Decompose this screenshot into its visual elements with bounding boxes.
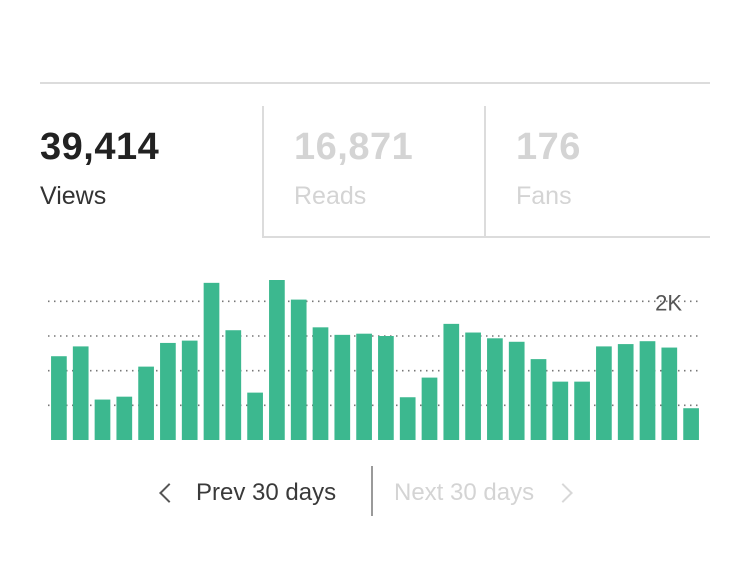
chart-bar[interactable] (617, 344, 634, 440)
pager-divider (371, 466, 373, 516)
chart-bar[interactable] (552, 381, 569, 440)
chart-bar[interactable] (138, 366, 154, 440)
y-tick-label: 2K (655, 290, 682, 315)
chart-bar[interactable] (181, 340, 198, 440)
chart-bar[interactable] (356, 333, 372, 440)
views-label: Views (40, 182, 107, 210)
chart-bar[interactable] (312, 327, 329, 440)
chart-bar[interactable] (421, 377, 438, 440)
next-30-days-button[interactable]: Next 30 days (394, 476, 573, 510)
chart-bar[interactable] (443, 323, 460, 440)
top-divider (40, 82, 710, 84)
chevron-right-icon (553, 483, 573, 503)
tab-views[interactable]: 39,414 Views (40, 106, 262, 238)
chart-bar[interactable] (51, 356, 67, 440)
views-chart: 2K (48, 280, 702, 442)
reads-count: 16,871 (294, 126, 414, 168)
chart-bar[interactable] (399, 397, 416, 440)
chevron-left-icon (159, 483, 179, 503)
chart-bar[interactable] (661, 347, 678, 440)
next-30-days-label: Next 30 days (394, 479, 535, 506)
chart-bar[interactable] (290, 299, 307, 440)
chart-bar[interactable] (334, 334, 351, 440)
chart-bar[interactable] (94, 399, 111, 440)
tab-reads[interactable]: 16,871 Reads (262, 106, 484, 238)
prev-30-days-label: Prev 30 days (196, 479, 337, 506)
stats-tabs: 39,414 Views 16,871 Reads 176 Fans (40, 106, 710, 240)
fans-count: 176 (516, 126, 581, 168)
reads-label: Reads (294, 182, 367, 210)
chart-bar[interactable] (160, 342, 176, 440)
chart-bar[interactable] (378, 336, 394, 440)
chart-bar[interactable] (487, 338, 503, 440)
chart-bar[interactable] (269, 280, 285, 440)
views-bar-chart: 2K (48, 280, 702, 440)
chart-bar[interactable] (683, 408, 699, 440)
chart-bar[interactable] (203, 282, 220, 440)
chart-bar[interactable] (574, 381, 590, 440)
chart-bar[interactable] (465, 332, 481, 440)
chart-bar[interactable] (508, 341, 525, 440)
chart-bar[interactable] (72, 346, 89, 440)
chart-bar[interactable] (247, 392, 263, 440)
prev-30-days-button[interactable]: Prev 30 days (156, 476, 336, 510)
fans-label: Fans (516, 182, 572, 210)
views-count: 39,414 (40, 126, 160, 168)
chart-bar[interactable] (530, 359, 547, 440)
chart-bar[interactable] (225, 330, 242, 440)
chart-bar[interactable] (596, 346, 612, 440)
chart-bar[interactable] (639, 341, 656, 440)
date-pager: Prev 30 days Next 30 days (0, 462, 750, 522)
tab-fans[interactable]: 176 Fans (484, 106, 710, 238)
chart-bar[interactable] (116, 396, 133, 440)
